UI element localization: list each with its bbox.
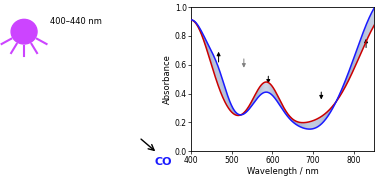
Y-axis label: Absorbance: Absorbance bbox=[163, 54, 172, 104]
Circle shape bbox=[11, 19, 37, 44]
Text: CO: CO bbox=[154, 157, 172, 167]
X-axis label: Wavelength / nm: Wavelength / nm bbox=[247, 167, 318, 176]
Text: 400–440 nm: 400–440 nm bbox=[50, 17, 102, 26]
